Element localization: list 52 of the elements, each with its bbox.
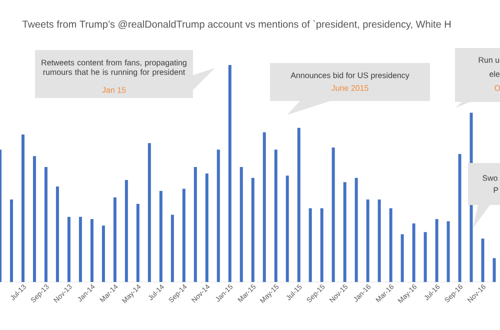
bar xyxy=(378,200,381,282)
bar xyxy=(286,176,289,282)
bar xyxy=(124,180,128,282)
bar xyxy=(182,188,186,282)
bar xyxy=(424,232,427,282)
bar xyxy=(113,197,116,282)
bar xyxy=(320,208,324,282)
bar xyxy=(78,216,82,282)
chart-title: Tweets from Trump’s @realDonaldTrump account vs mentions of `president, presidency, White H xyxy=(22,20,451,30)
bar xyxy=(297,128,300,282)
annotation: ele xyxy=(490,71,500,77)
bar xyxy=(21,134,24,282)
bar xyxy=(412,223,416,282)
bar xyxy=(216,150,220,282)
annotation: Jan 15 xyxy=(102,87,126,93)
bar xyxy=(308,208,312,282)
bar xyxy=(90,219,94,282)
bar xyxy=(32,156,36,282)
bar xyxy=(170,214,174,282)
bar xyxy=(274,150,278,282)
bar xyxy=(343,182,346,282)
bar xyxy=(10,200,13,282)
bar xyxy=(67,216,70,282)
bar xyxy=(205,174,208,282)
bar xyxy=(481,238,484,282)
bar xyxy=(435,219,438,282)
annotation: Announces bid for US presidency xyxy=(290,72,410,80)
bar xyxy=(458,154,462,282)
bar xyxy=(400,234,404,282)
bar xyxy=(332,147,335,282)
annotation: June 2015 xyxy=(331,85,368,91)
bar xyxy=(262,132,266,282)
annotation: P xyxy=(494,187,498,193)
bar xyxy=(136,204,140,282)
bar xyxy=(102,226,105,282)
bar xyxy=(148,143,151,282)
bar xyxy=(366,200,370,282)
bar xyxy=(492,258,496,282)
bar xyxy=(389,208,392,282)
annotation: Swo xyxy=(482,175,498,181)
bar xyxy=(446,221,450,282)
text: Run u xyxy=(478,57,500,63)
bar xyxy=(159,190,162,282)
bar xyxy=(354,178,358,282)
bar xyxy=(194,166,197,282)
bar xyxy=(44,166,48,282)
annotation: Retweets content from fans, propagating rumours that he is running for president xyxy=(42,60,186,76)
annotation: O xyxy=(494,85,500,91)
bar xyxy=(240,166,243,282)
bar xyxy=(228,65,232,282)
bar xyxy=(251,178,254,282)
bar xyxy=(56,186,59,282)
